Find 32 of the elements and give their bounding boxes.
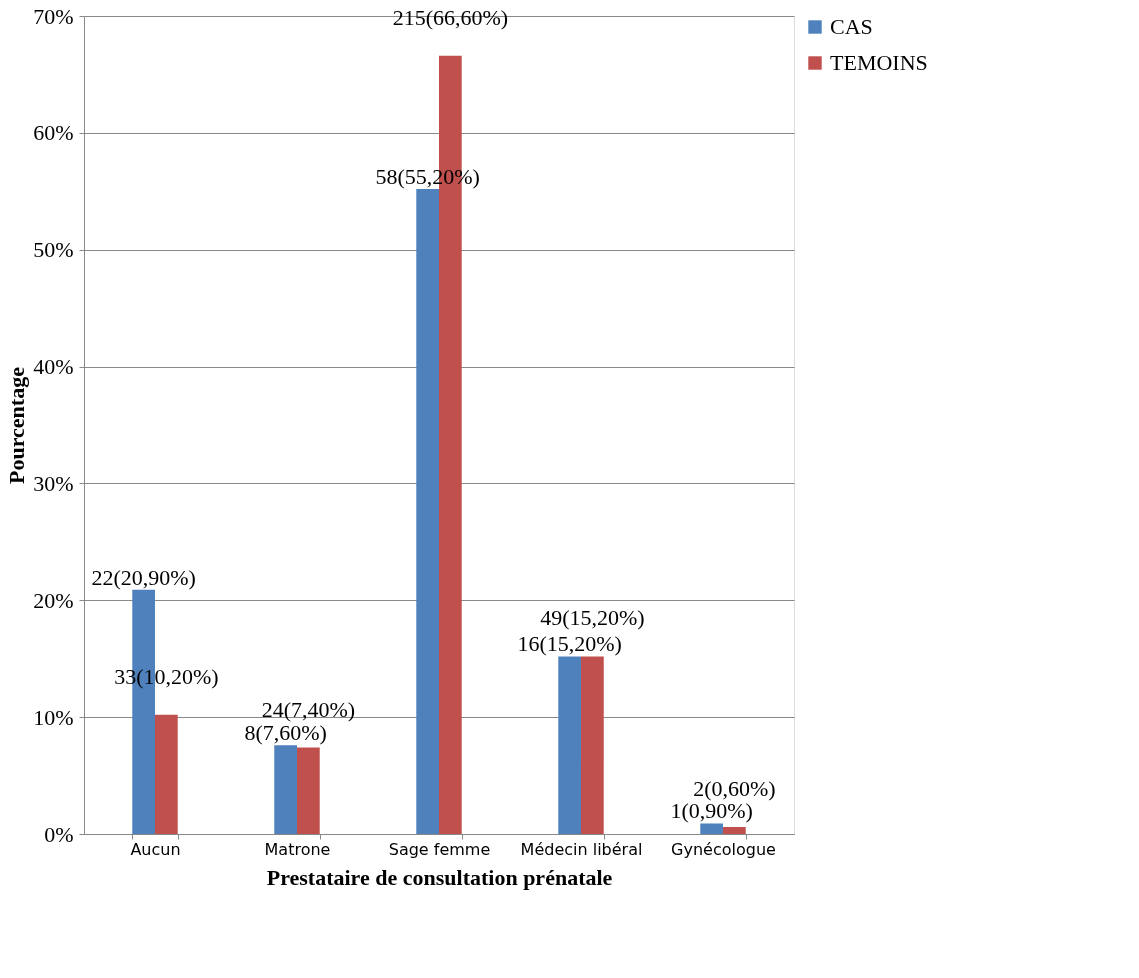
x-tick-label: Aucun [130,839,181,859]
x-tick-label: Sage femme [388,839,491,859]
data-label: 16(15,20%) [517,631,622,657]
y-tick-label: 70% [33,3,74,29]
data-label: 24(7,40%) [261,696,356,722]
x-tick-label: Gynécologue [671,839,776,859]
x-axis-title: Prestataire de consultation prénatale [266,864,613,890]
bar [297,747,320,834]
data-label: 49(15,20%) [540,605,645,631]
y-tick-label: 40% [33,354,74,380]
bar [416,188,439,834]
data-label: 2(0,60%) [693,775,776,801]
y-tick-label: 0% [44,821,74,847]
data-label: 8(7,60%) [244,720,327,746]
y-tick-label: 30% [33,470,74,496]
x-tick-label: Matrone [264,839,331,859]
y-tick-label: 50% [33,237,74,263]
bar [581,656,604,834]
data-label: 22(20,90%) [91,564,196,590]
y-tick-label: 60% [33,120,74,146]
bar [155,714,178,834]
y-axis-title: Pourcentage [4,366,30,484]
y-tick-label: 20% [33,587,74,613]
data-label: 215(66,60%) [392,4,509,30]
bar [558,656,581,834]
legend-label: CAS [830,14,873,39]
bar [723,826,746,834]
legend-label: TEMOINS [830,50,928,75]
x-tick-label: Médecin libéral [520,839,643,859]
bar [274,745,297,834]
bar [700,823,723,834]
y-tick-label: 10% [33,704,74,730]
